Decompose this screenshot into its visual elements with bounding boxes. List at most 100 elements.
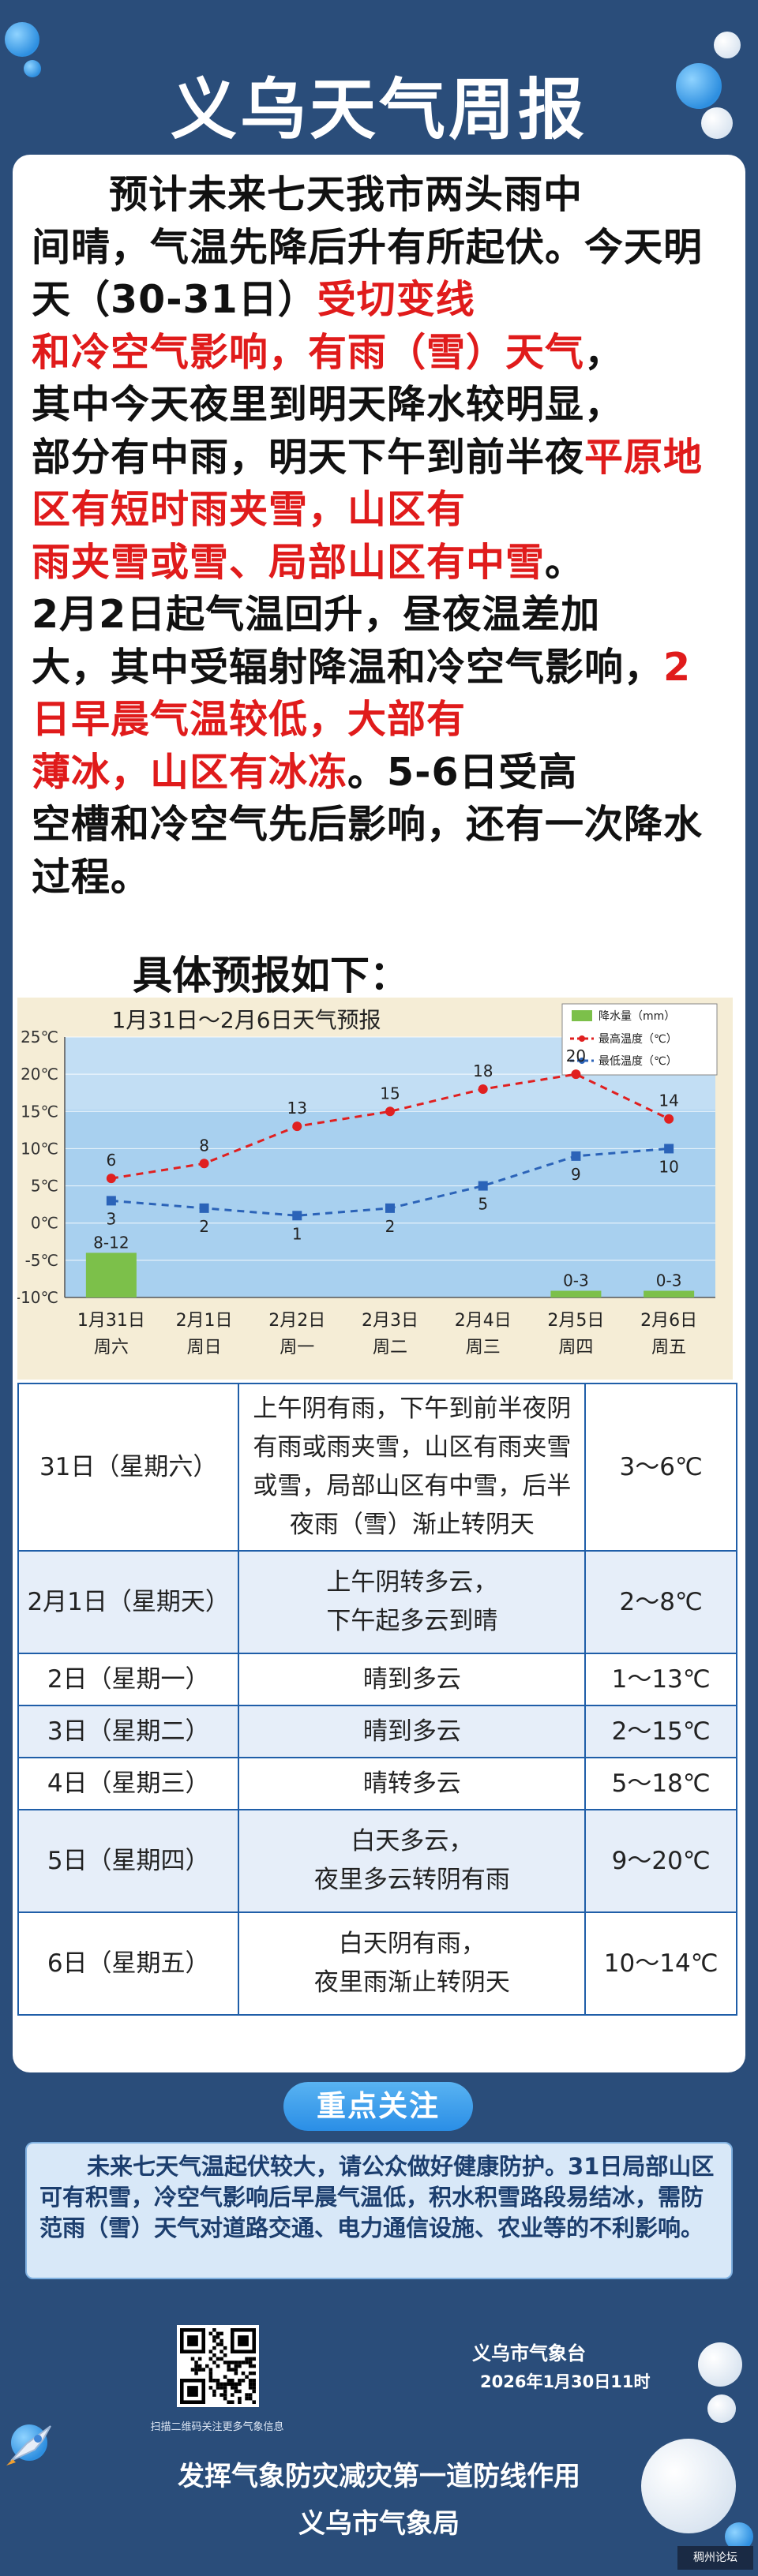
- qr-module: [227, 2364, 231, 2368]
- high-temp-point: [664, 1114, 674, 1124]
- forecast-date: 5日（星期四）: [17, 1809, 240, 1913]
- forecast-weather: 上午阴转多云， 下午起多云到晴: [238, 1550, 587, 1654]
- forecast-weather: 上午阴有雨，下午到前半夜阴 有雨或雨夹雪，山区有雨夹雪 或雪，局部山区有中雪，后半夜…: [238, 1383, 587, 1552]
- qr-module: [208, 2371, 213, 2376]
- forecast-weather-line: 下午起多云到晴: [326, 1607, 498, 1635]
- high-temp-point: [571, 1069, 581, 1080]
- qr-module: [234, 2389, 238, 2394]
- high-temp-label: 13: [287, 1099, 307, 1118]
- y-tick-label: 10℃: [21, 1139, 58, 1158]
- high-temp-point: [292, 1121, 302, 1132]
- qr-module: [220, 2393, 223, 2397]
- qr-module: [223, 2346, 227, 2350]
- qr-module: [208, 2375, 213, 2379]
- intro-segment: 响，: [584, 644, 664, 690]
- qr-code[interactable]: [177, 2325, 259, 2407]
- qr-module: [248, 2393, 253, 2397]
- high-temp-label: 6: [106, 1151, 116, 1170]
- qr-module: [223, 2375, 227, 2379]
- qr-module: [197, 2357, 202, 2361]
- forecast-row: 4日（星期三） 晴转多云 5～18℃: [17, 1757, 737, 1810]
- forecast-date: 3日（星期二）: [17, 1705, 240, 1758]
- qr-module: [238, 2400, 242, 2404]
- legend-label: 最低温度（℃）: [599, 1055, 677, 1068]
- qr-module: [234, 2382, 238, 2387]
- focus-heading: 重点关注: [283, 2082, 473, 2131]
- intro-segment: 2月2日起气温回升，昼夜温差加: [32, 592, 601, 637]
- intro-segment: 次降水过程。: [32, 802, 704, 900]
- low-temp-point: [199, 1203, 209, 1213]
- qr-module: [248, 2386, 253, 2390]
- qr-module: [227, 2382, 231, 2387]
- qr-module: [194, 2364, 198, 2368]
- forecast-weather-line: 夜里多云转阴有雨: [313, 1866, 510, 1894]
- qr-module: [212, 2389, 216, 2394]
- forecast-row: 2日（星期一） 晴到多云 1～13℃: [17, 1653, 737, 1706]
- forecast-weather-line: 白天阴有雨，: [338, 1930, 486, 1958]
- qr-module: [216, 2357, 220, 2361]
- forecast-row: 31日（星期六） 上午阴有雨，下午到前半夜阴 有雨或雨夹雪，山区有雨夹雪 或雪，局部山…: [17, 1383, 737, 1552]
- qr-module: [245, 2357, 249, 2361]
- forecast-weather-line: 晴到多云: [362, 1717, 461, 1746]
- qr-module: [220, 2338, 223, 2343]
- forecast-table-wrap: 31日（星期六） 上午阴有雨，下午到前半夜阴 有雨或雨夹雪，山区有雨夹雪 或雪，局部山…: [17, 1383, 737, 2016]
- qr-module: [252, 2379, 256, 2383]
- low-temp-label: 9: [571, 1165, 581, 1184]
- forecast-weather: 白天阴有雨， 夜里雨渐止转阴天: [238, 1911, 587, 2016]
- qr-module: [212, 2346, 216, 2350]
- qr-module: [231, 2393, 235, 2397]
- decor-bubble: [698, 2342, 742, 2387]
- forecast-temp: 1～13℃: [584, 1653, 737, 1706]
- intro-segment: 部分有中雨，明天下午到前半夜: [32, 434, 585, 480]
- x-tick-date: 1月31日: [77, 1311, 145, 1331]
- qr-module: [223, 2389, 227, 2394]
- intro-highlight: 平原地区有短时雨夹雪，山区有: [32, 434, 704, 533]
- qr-module: [238, 2379, 242, 2383]
- low-temp-point: [106, 1196, 116, 1206]
- qr-module: [197, 2368, 202, 2372]
- signer: 义乌市气象台: [472, 2342, 586, 2364]
- intro-segment: 。: [545, 539, 585, 585]
- weather-chart-svg: 25℃ 20℃ 15℃ 10℃ 5℃ 0℃ -5℃ -10℃ 1月31日～2月6日天气预报 降水量…: [15, 1003, 718, 1357]
- forecast-date: 4日（星期三）: [17, 1757, 240, 1810]
- qr-module: [252, 2371, 256, 2376]
- qr-module: [238, 2361, 242, 2364]
- bureau-name: 义乌市气象局: [298, 2508, 460, 2540]
- qr-module: [208, 2386, 213, 2390]
- qr-module: [216, 2364, 220, 2368]
- chart-title: 1月31日～2月6日天气预报: [111, 1007, 381, 1033]
- decor-bubble: [707, 2394, 736, 2423]
- low-temp-point: [292, 1211, 302, 1221]
- qr-module: [223, 2396, 227, 2401]
- low-temp-point: [385, 1203, 395, 1213]
- qr-module: [238, 2389, 242, 2394]
- low-temp-label: 10: [659, 1157, 678, 1176]
- weather-chart: 25℃ 20℃ 15℃ 10℃ 5℃ 0℃ -5℃ -10℃ 1月31日～2月6日天气预报 降水量…: [15, 998, 733, 1380]
- forecast-row: 3日（星期二） 晴到多云 2～15℃: [17, 1705, 737, 1758]
- intro-segment: 今天明天（30-31日）: [32, 224, 704, 323]
- qr-module: [212, 2379, 216, 2383]
- qr-module: [231, 2379, 235, 2383]
- qr-module: [231, 2400, 235, 2404]
- forecast-weather-line: 夜雨（雪）渐止转阴天: [289, 1511, 535, 1539]
- intro-segment: 空槽和冷空气先后影响，还有一: [32, 802, 585, 847]
- x-tick-date: 2月3日: [362, 1311, 418, 1331]
- qr-module: [208, 2331, 213, 2336]
- legend-label: 降水量（mm）: [599, 1010, 675, 1023]
- qr-module: [194, 2361, 198, 2364]
- qr-module: [216, 2379, 220, 2383]
- high-temp-label: 14: [659, 1091, 678, 1110]
- qr-module: [190, 2357, 195, 2361]
- watermark: 稠州论坛: [677, 2546, 753, 2570]
- qr-module: [234, 2361, 238, 2364]
- y-tick-label: 15℃: [21, 1102, 58, 1121]
- forecast-temp: 5～18℃: [584, 1757, 737, 1810]
- decor-bubble: [24, 60, 41, 77]
- qr-module: [223, 2393, 227, 2397]
- precip-bar: [85, 1252, 137, 1297]
- qr-module: [252, 2364, 256, 2368]
- qr-module: [212, 2328, 216, 2332]
- high-temp-point: [199, 1159, 209, 1169]
- qr-module: [212, 2353, 216, 2357]
- qr-module: [252, 2382, 256, 2387]
